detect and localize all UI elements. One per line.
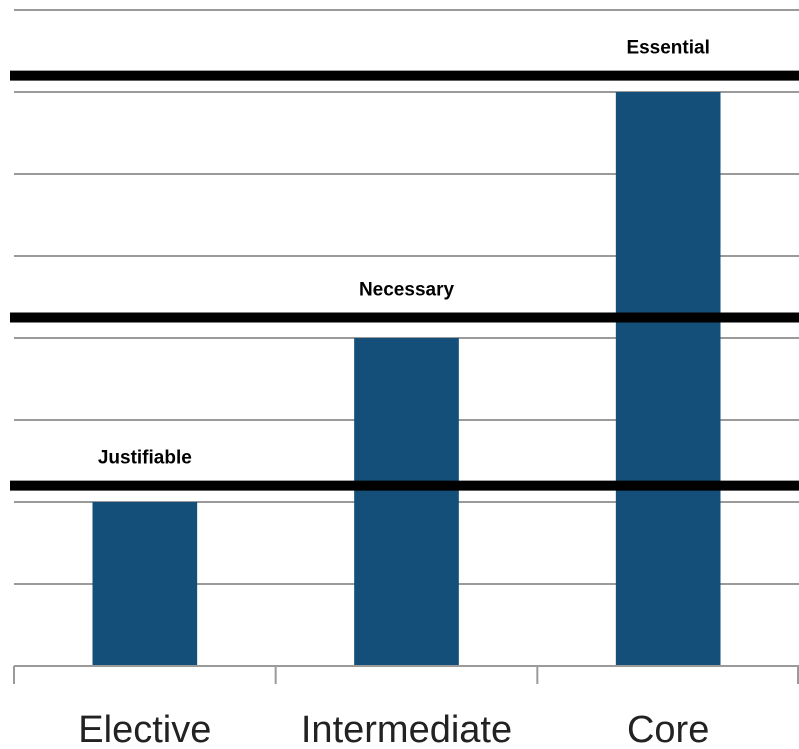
- threshold-lines: Justifiable Necessary Essential: [10, 38, 799, 491]
- bar-elective: [92, 502, 198, 666]
- bars: [92, 92, 721, 666]
- threshold-label-essential: Essential: [626, 38, 709, 59]
- bar-core: [615, 92, 721, 666]
- x-tick-label-elective: Elective: [78, 709, 211, 749]
- x-tick-label-core: Core: [627, 709, 709, 749]
- category-labels: Elective Intermediate Core: [78, 709, 709, 749]
- x-tick-label-intermediate: Intermediate: [301, 709, 512, 749]
- bar-intermediate: [354, 338, 459, 666]
- threshold-label-necessary: Necessary: [359, 280, 455, 301]
- threshold-label-justifiable: Justifiable: [98, 448, 192, 469]
- x-axis: [13, 665, 799, 684]
